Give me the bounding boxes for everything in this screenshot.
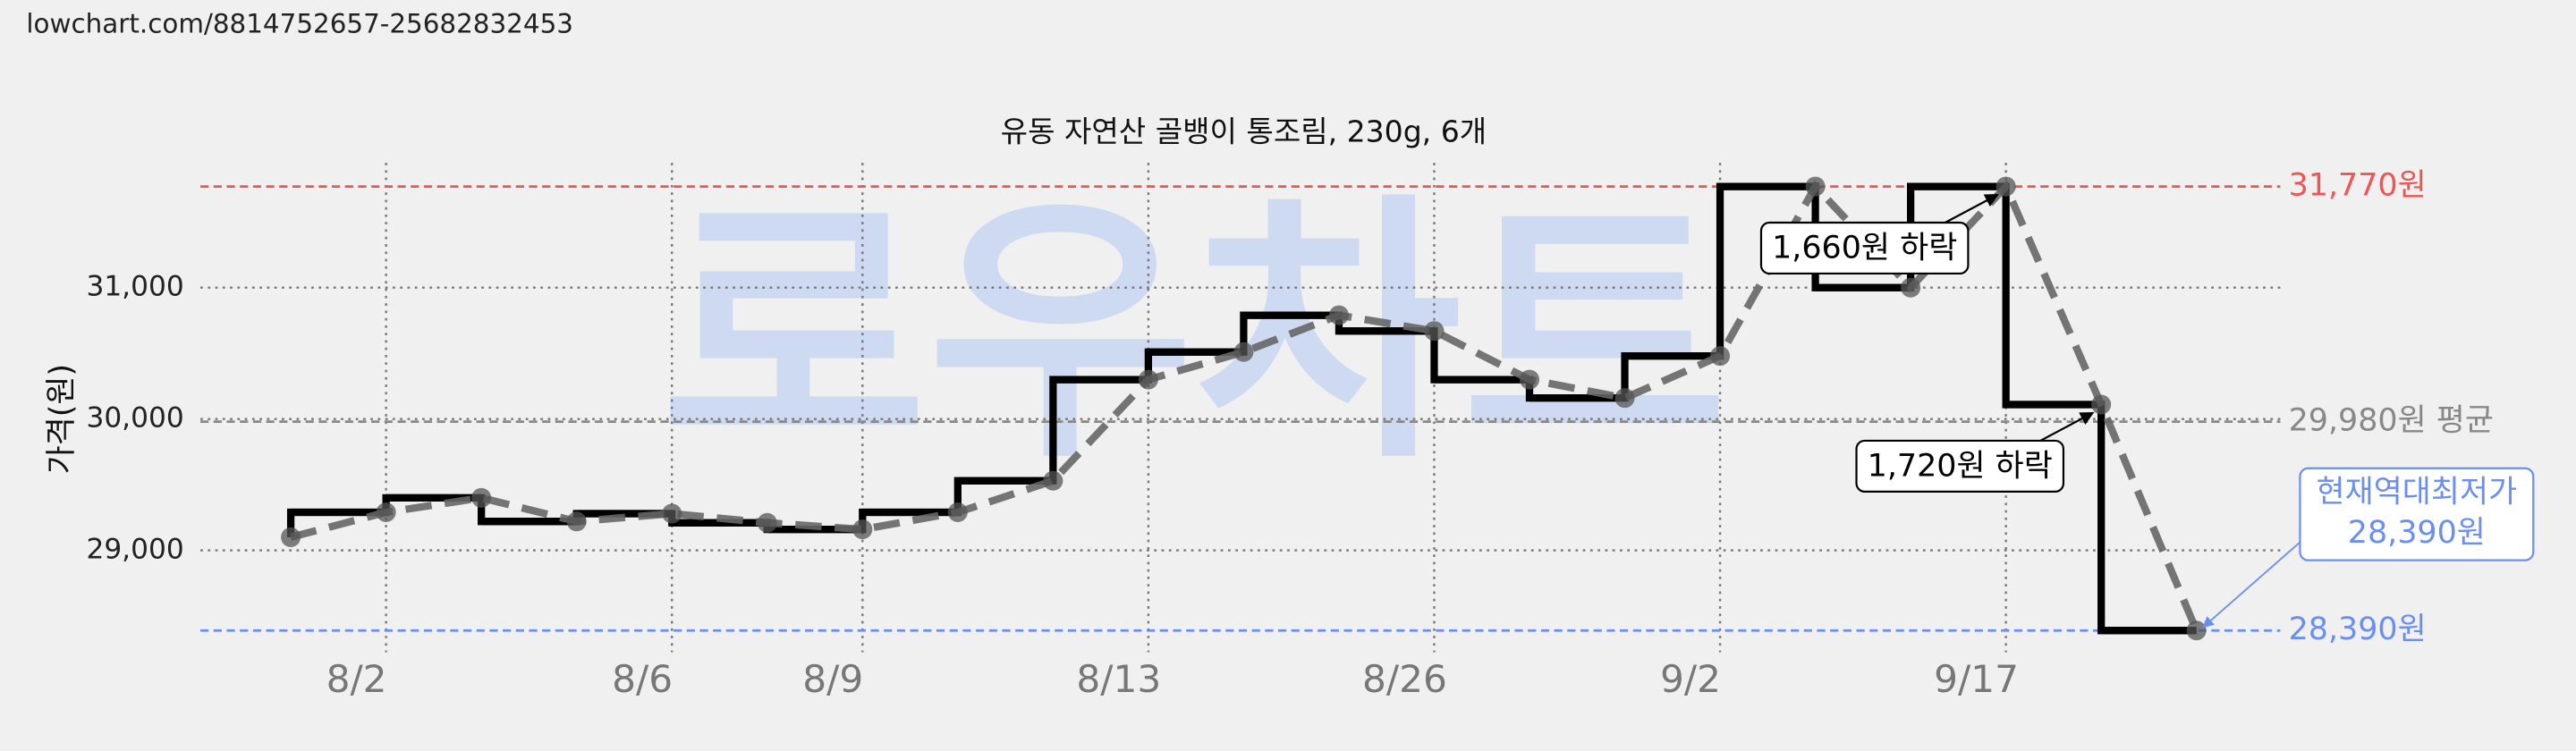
annotation-text: 28,390원 (2348, 515, 2486, 551)
price-point (281, 527, 301, 547)
x-tick-label: 8/26 (1362, 657, 1447, 701)
price-point (1519, 369, 1540, 390)
annotation-arrow (1945, 193, 1999, 224)
price-point (1043, 470, 1063, 491)
url: lowchart.com/8814752657-25682832453 (26, 8, 573, 38)
price-point (1996, 176, 2016, 197)
watermark: 로우차트 (660, 171, 1728, 496)
y-axis-label: 가격(원) (44, 364, 80, 474)
reference-label: 28,390원 (2289, 612, 2427, 647)
y-tick-label: 31,000 (86, 271, 183, 303)
price-line (290, 180, 2200, 632)
price-point (1710, 346, 1731, 367)
x-tick-label: 8/13 (1076, 657, 1161, 701)
annotation-text: 1,660원 하락 (1772, 230, 1957, 266)
x-tick-label: 8/9 (802, 657, 863, 701)
annotation-box (1759, 221, 1970, 275)
price-point (1233, 342, 1254, 362)
price-point (1805, 176, 1826, 197)
reference-label: 31,770원 (2289, 168, 2427, 204)
x-tick-label: 8/6 (612, 657, 673, 701)
annotation-text: 현재역대최저가 (2317, 474, 2518, 510)
price-point (471, 487, 492, 508)
reference-label: 29,980원 평균 (2289, 403, 2494, 439)
price-point (852, 519, 873, 540)
price-point (2091, 394, 2112, 415)
price-point (1424, 321, 1445, 342)
annotation-arrow (2202, 541, 2301, 629)
price-point (376, 502, 396, 523)
price-point (2186, 620, 2207, 641)
price-point (1138, 369, 1158, 390)
price-point (1614, 388, 1635, 409)
y-tick-label: 30,000 (86, 402, 183, 435)
x-tick-label: 9/2 (1660, 657, 1721, 701)
annotation-box (2299, 467, 2535, 561)
price-point (566, 511, 587, 532)
y-tick-label: 29,000 (86, 534, 183, 566)
price-point (757, 512, 777, 533)
chart-title: 유동 자연산 골뱅이 통조림, 230g, 6개 (1001, 114, 1487, 149)
annotation-box (1855, 439, 2065, 493)
x-tick-label: 9/17 (1934, 657, 2019, 701)
price-point (1328, 305, 1349, 325)
annotation-arrow (2039, 411, 2095, 442)
price-point (1901, 277, 1921, 298)
price-point (662, 503, 682, 524)
price-point (947, 502, 968, 523)
annotation-text: 1,720원 하락 (1868, 448, 2053, 484)
x-tick-label: 8/2 (326, 657, 387, 701)
